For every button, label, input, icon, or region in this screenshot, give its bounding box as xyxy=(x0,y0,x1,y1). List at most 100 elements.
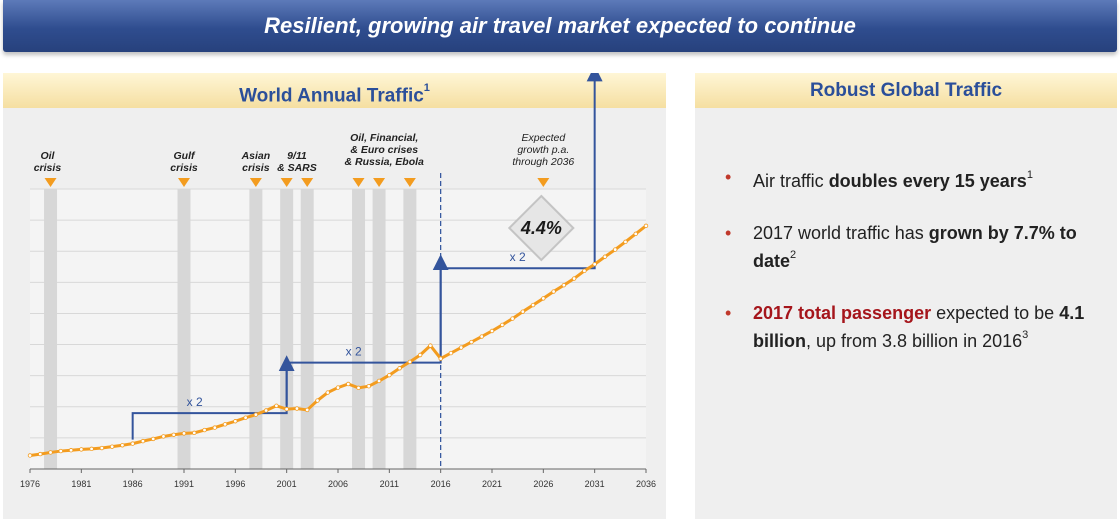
traffic-point xyxy=(253,412,259,417)
crisis-marker xyxy=(280,178,293,187)
global-traffic-title: Robust Global Traffic xyxy=(695,73,1117,108)
x-tick-label: 1986 xyxy=(123,479,143,489)
x-tick-label: 1976 xyxy=(20,479,40,489)
traffic-point xyxy=(397,366,402,371)
traffic-point xyxy=(387,372,392,378)
growth-label-line: Expected xyxy=(521,132,566,144)
traffic-point xyxy=(109,444,115,449)
doubling-label: x 2 xyxy=(510,250,526,264)
crisis-label-line: crisis xyxy=(170,162,198,174)
traffic-point xyxy=(68,448,74,453)
traffic-point xyxy=(643,223,649,229)
traffic-point xyxy=(438,356,443,361)
crisis-marker xyxy=(352,178,365,187)
bullet-dot: • xyxy=(725,223,732,243)
traffic-point xyxy=(571,276,577,281)
traffic-point xyxy=(305,407,310,413)
crisis-label-line: Asian xyxy=(241,150,271,162)
traffic-point xyxy=(592,262,597,267)
traffic-point xyxy=(171,432,176,437)
bullet-doubling: • Air traffic doubles every 15 years1 xyxy=(725,167,1033,191)
traffic-point xyxy=(541,296,546,301)
x-tick-label: 1991 xyxy=(174,479,194,489)
crisis-band xyxy=(280,189,294,469)
traffic-point xyxy=(366,384,371,389)
traffic-point xyxy=(325,390,330,395)
traffic-point xyxy=(459,345,464,350)
traffic-point xyxy=(500,322,505,328)
x-tick-label: 2026 xyxy=(533,479,553,489)
bullet-dot: • xyxy=(725,303,732,323)
crisis-label-line: & Russia, Ebola xyxy=(345,156,425,168)
traffic-point xyxy=(633,231,638,237)
crisis-label-line: 9/11 xyxy=(287,150,307,162)
x-tick-label: 2006 xyxy=(328,479,348,489)
crisis-marker xyxy=(301,178,314,187)
traffic-point xyxy=(79,447,84,452)
traffic-point xyxy=(448,350,454,356)
crisis-label: Oil crisis xyxy=(34,150,62,174)
crisis-marker xyxy=(44,178,57,187)
traffic-point xyxy=(582,268,587,274)
traffic-point xyxy=(561,282,567,288)
traffic-point xyxy=(315,398,320,403)
traffic-point xyxy=(284,406,289,412)
traffic-point xyxy=(233,419,238,424)
growth-badge xyxy=(507,194,575,262)
crisis-band xyxy=(249,189,263,469)
crisis-marker xyxy=(373,178,386,187)
x-tick-label: 1981 xyxy=(71,479,91,489)
banner-title: Resilient, growing air travel market exp… xyxy=(3,0,1117,52)
crisis-band xyxy=(44,189,58,469)
traffic-point xyxy=(530,302,536,308)
world-traffic-header: World Annual Traffic1 xyxy=(3,73,666,108)
traffic-point xyxy=(48,450,53,455)
crisis-label-line: crisis xyxy=(242,162,270,174)
x-tick-label: 2021 xyxy=(482,479,502,489)
traffic-point xyxy=(613,247,618,252)
x-tick-label: 2031 xyxy=(585,479,605,489)
traffic-point xyxy=(263,408,269,413)
traffic-point xyxy=(58,448,63,454)
crisis-label-line: Gulf xyxy=(174,150,196,162)
crisis-label: 9/11 & SARS xyxy=(277,150,317,174)
traffic-point xyxy=(428,343,433,348)
traffic-point xyxy=(510,316,515,321)
growth-value: 4.4% xyxy=(520,218,562,238)
doubling-label: x 2 xyxy=(346,345,362,359)
traffic-point xyxy=(130,441,135,446)
traffic-point xyxy=(294,406,300,411)
world-traffic-footnote: 1 xyxy=(423,82,430,94)
x-tick-label: 2001 xyxy=(277,479,297,489)
crisis-marker xyxy=(178,178,190,187)
traffic-point xyxy=(181,431,187,436)
x-tick-label: 2016 xyxy=(431,479,451,489)
traffic-point xyxy=(335,385,341,390)
world-traffic-title: World Annual Traffic xyxy=(239,85,424,107)
traffic-bullets: • Air traffic doubles every 15 years1 • 20… xyxy=(725,165,1105,381)
traffic-point xyxy=(161,434,166,439)
crisis-band xyxy=(177,189,191,469)
crisis-marker xyxy=(249,178,262,187)
traffic-point xyxy=(356,385,361,391)
crisis-label-line: Oil xyxy=(40,150,55,162)
traffic-point xyxy=(376,378,382,384)
traffic-point xyxy=(192,430,197,436)
traffic-point xyxy=(489,328,495,334)
traffic-point xyxy=(520,309,525,314)
traffic-point xyxy=(274,403,279,408)
traffic-point xyxy=(150,436,156,442)
x-tick-label: 1996 xyxy=(225,479,245,489)
growth-marker xyxy=(537,178,550,187)
crisis-band xyxy=(352,189,366,469)
crisis-label: Asian crisis xyxy=(241,150,271,174)
crisis-label-line: & Euro crises xyxy=(350,144,418,156)
traffic-point xyxy=(120,443,125,448)
bullet-growth: • 2017 world traffic has grown by 7.7% to… xyxy=(725,223,1077,271)
traffic-point xyxy=(602,254,608,259)
traffic-point xyxy=(202,427,207,433)
traffic-point xyxy=(479,334,484,339)
traffic-point xyxy=(212,425,217,430)
crisis-band xyxy=(403,189,417,469)
